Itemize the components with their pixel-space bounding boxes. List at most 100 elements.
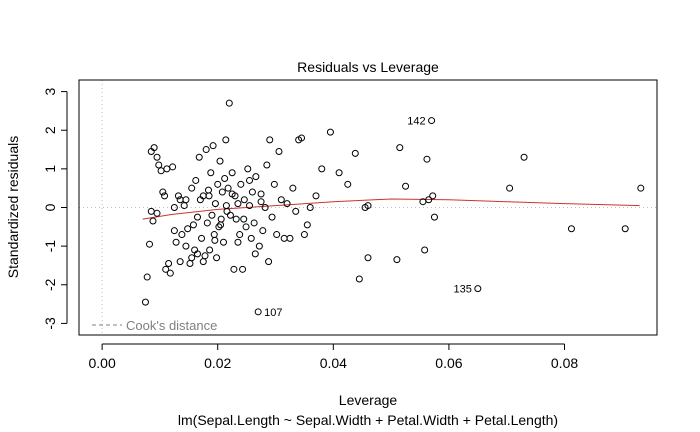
data-point [506, 184, 514, 192]
data-point [165, 260, 173, 268]
data-point [163, 165, 171, 173]
data-point [162, 265, 170, 273]
data-point [520, 153, 528, 161]
data-point [292, 207, 300, 215]
data-point [261, 204, 269, 211]
data-point [202, 146, 210, 154]
data-point [637, 184, 645, 192]
data-point [199, 258, 207, 266]
data-point [182, 196, 190, 204]
data-point [298, 134, 306, 142]
data-point [217, 215, 225, 223]
y-tick-label: -2 [42, 278, 58, 291]
data-point [364, 254, 372, 262]
data-point [393, 256, 401, 264]
data-point [402, 182, 410, 190]
data-point [220, 238, 227, 246]
data-point [192, 176, 200, 184]
data-point [237, 180, 245, 188]
data-point [157, 167, 165, 175]
data-point [255, 242, 263, 250]
data-point [248, 188, 256, 196]
data-point [159, 188, 167, 196]
data-point [141, 298, 149, 306]
point-label: 107 [264, 307, 282, 319]
data-point [474, 285, 482, 293]
data-point [429, 192, 437, 200]
data-point [214, 180, 222, 188]
data-point [250, 219, 258, 227]
y-tick-label: 0 [42, 203, 58, 211]
data-point [232, 215, 240, 223]
data-point [621, 225, 629, 233]
data-point [208, 211, 216, 219]
data-point [254, 308, 262, 316]
data-point [204, 186, 212, 194]
data-point [207, 169, 215, 177]
data-point [230, 265, 238, 273]
data-point [425, 196, 433, 204]
data-point [180, 202, 188, 210]
data-point [176, 196, 184, 204]
data-point [306, 204, 314, 211]
data-point [234, 200, 242, 208]
data-point [240, 215, 248, 223]
data-point [184, 225, 192, 233]
data-point [266, 136, 274, 144]
data-point [188, 184, 196, 192]
data-point [221, 175, 229, 183]
data-point [161, 192, 169, 200]
data-point [188, 254, 196, 262]
data-point [182, 242, 190, 250]
x-tick-label: 0.08 [551, 355, 578, 371]
data-point [364, 202, 372, 210]
data-point [242, 223, 250, 231]
data-point [205, 192, 213, 200]
data-point [147, 207, 155, 215]
data-point [421, 246, 429, 254]
data-point [224, 184, 232, 192]
data-point [215, 223, 223, 231]
data-point [153, 209, 161, 217]
data-point [567, 225, 575, 233]
y-tick-label: -1 [42, 240, 58, 253]
data-point [273, 231, 281, 239]
y-tick-label: 2 [42, 126, 58, 134]
data-point [300, 231, 308, 239]
data-point [246, 176, 254, 184]
data-point [222, 136, 230, 144]
data-point [211, 200, 219, 208]
data-point [216, 157, 224, 165]
data-point [193, 250, 201, 258]
data-point [270, 180, 278, 188]
data-point [195, 153, 203, 161]
x-axis-label: Leverage [339, 392, 398, 408]
data-point [170, 227, 178, 235]
data-point [150, 144, 158, 152]
y-axis-label: Standardized residuals [5, 136, 21, 278]
data-point [210, 231, 218, 239]
data-point [166, 269, 174, 277]
data-point [240, 196, 248, 204]
y-tick-label: 1 [42, 165, 58, 173]
data-point [275, 147, 283, 155]
smooth-line [142, 198, 640, 220]
data-point [213, 254, 221, 262]
data-point [198, 234, 206, 242]
data-point [251, 250, 259, 258]
data-point [211, 236, 219, 244]
data-point [206, 246, 214, 254]
data-point [312, 192, 320, 200]
data-point [335, 169, 343, 177]
data-point [172, 238, 180, 246]
data-point [218, 188, 226, 196]
data-point [228, 190, 236, 198]
chart-subtitle: lm(Sepal.Length ~ Sepal.Width + Petal.Wi… [178, 412, 558, 428]
data-point [277, 196, 285, 204]
data-point [428, 117, 436, 125]
data-point [351, 149, 359, 157]
data-point [149, 217, 157, 225]
data-point [174, 192, 182, 200]
data-point [396, 144, 404, 152]
